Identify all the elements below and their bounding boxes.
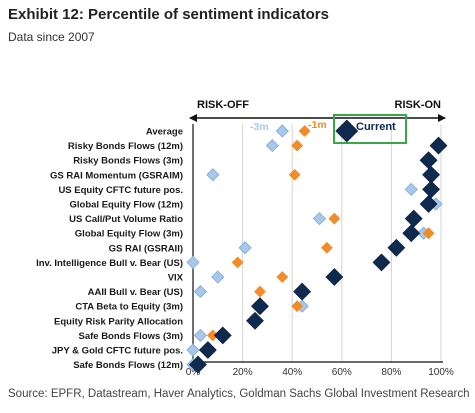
x-tick-label: 80% [381, 367, 401, 378]
legend-current-box [333, 114, 407, 144]
category-label: VIX [168, 273, 184, 284]
chart-subtitle: Data since 2007 [8, 30, 95, 44]
marker-current [213, 326, 232, 345]
marker-1m [276, 271, 289, 283]
marker-1m [288, 168, 301, 181]
marker-current [402, 224, 421, 243]
category-label: Risky Bonds Flows (12m) [68, 141, 183, 152]
category-label: GS RAI Momentum (GSRAIM) [50, 170, 183, 181]
marker-current [372, 253, 391, 272]
category-label: Equity Risk Parity Allocation [54, 316, 183, 327]
category-labels: Average Risky Bonds Flows (12m) Risky Bond… [36, 127, 184, 372]
marker-1m [422, 227, 435, 240]
marker-3m [206, 168, 220, 182]
category-label: JPY & Gold CFTC future pos. [52, 346, 183, 357]
marker-current [335, 119, 359, 143]
marker-3m [211, 270, 225, 284]
marker-current [419, 195, 438, 213]
marker-1m [328, 212, 341, 225]
marker-current [198, 341, 217, 359]
legend-label-current: Current [356, 121, 396, 133]
category-label: AAII Bull v. Bear (US) [88, 287, 183, 298]
marker-3m [186, 255, 200, 269]
category-label: Global Equity Flow (3m) [75, 229, 183, 240]
marker-1m [298, 125, 311, 137]
category-label: GS RAI (GSRAII) [109, 243, 183, 254]
data-markers [186, 119, 448, 374]
marker-current [419, 151, 438, 170]
source-note: Source: EPFR, Datastream, Haver Analytic… [8, 388, 470, 400]
category-label: Inv. Intelligence Bull v. Bear (US) [36, 258, 183, 269]
x-tick-label: 40% [282, 367, 302, 378]
marker-current [293, 282, 312, 301]
category-label: US Equity CFTC future pos. [58, 185, 183, 196]
marker-current [387, 238, 406, 257]
marker-current [429, 136, 448, 155]
marker-1m [320, 241, 333, 254]
marker-3m [193, 285, 208, 299]
marker-3m [404, 182, 418, 196]
category-label: Risky Bonds Flows (3m) [73, 156, 183, 167]
marker-3m [193, 328, 208, 342]
marker-current [246, 311, 264, 330]
x-tick-label: 20% [233, 367, 253, 378]
risk-on-label: RISK-ON [395, 99, 442, 111]
chart-title: Exhibit 12: Percentile of sentiment indi… [8, 6, 329, 23]
marker-current [189, 355, 207, 374]
marker-1m [291, 139, 304, 152]
gridlines [192, 124, 443, 363]
risk-off-label: RISK-OFF [197, 99, 249, 111]
marker-1m [231, 256, 244, 269]
category-label: Average [146, 127, 183, 138]
category-label: Safe Bonds Flows (12m) [73, 360, 183, 371]
marker-current [325, 268, 344, 286]
x-tick-label: 0% [186, 367, 201, 378]
marker-1m [291, 300, 304, 313]
marker-current [251, 297, 269, 316]
x-tick-label: 60% [332, 367, 352, 378]
marker-current [404, 209, 423, 228]
legend: -3m -1m Current [250, 114, 407, 144]
marker-3m [265, 139, 279, 153]
x-tick-labels: 0% 20% 40% 60% 80% 100% [186, 367, 454, 378]
legend-label-1m: -1m [308, 119, 327, 131]
category-label: Global Equity Flow (12m) [70, 200, 183, 211]
marker-3m [238, 241, 252, 255]
marker-current [422, 180, 441, 199]
marker-3m [312, 212, 327, 226]
category-label: CTA Beta to Equity (3m) [75, 302, 183, 313]
x-tick-label: 100% [428, 367, 454, 378]
category-label: US Call/Put Volume Ratio [69, 214, 183, 225]
marker-1m [254, 285, 266, 298]
marker-3m [186, 343, 200, 357]
legend-label-3m: -3m [250, 121, 269, 133]
marker-3m [275, 124, 289, 138]
category-label: Safe Bonds Flows (3m) [78, 331, 183, 342]
